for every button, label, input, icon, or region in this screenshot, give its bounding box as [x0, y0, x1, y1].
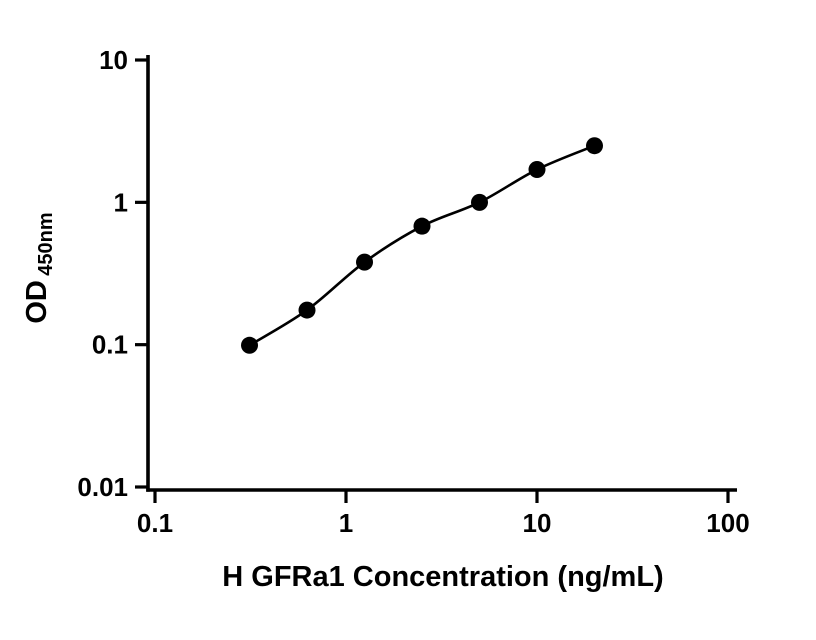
x-axis-title: H GFRa1 Concentration (ng/mL): [222, 561, 663, 593]
y-tick-label: 1: [114, 187, 128, 217]
x-tick-label: 1: [339, 508, 353, 538]
data-points: [241, 137, 603, 354]
data-point-marker: [241, 336, 259, 354]
x-tick-label: 0.1: [137, 508, 173, 538]
y-axis-ticks: 0.01 0.1 1 10: [77, 45, 148, 502]
data-point-marker: [413, 217, 431, 235]
y-axis-title-main: OD: [21, 280, 53, 324]
y-tick-label: 0.1: [92, 330, 128, 360]
x-tick-label: 10: [523, 508, 552, 538]
data-point-marker: [471, 193, 489, 211]
x-tick-label: 100: [706, 508, 749, 538]
y-tick-label: 0.01: [77, 472, 128, 502]
y-tick-label: 10: [99, 45, 128, 75]
data-point-marker: [585, 137, 603, 155]
data-point-marker: [528, 161, 546, 179]
y-axis-title-subscript: 450nm: [35, 212, 57, 275]
data-point-marker: [356, 253, 374, 271]
data-point-marker: [298, 301, 316, 319]
y-axis-title: OD 450nm: [21, 212, 57, 323]
x-axis-ticks: 0.1 1 10 100: [137, 490, 750, 538]
